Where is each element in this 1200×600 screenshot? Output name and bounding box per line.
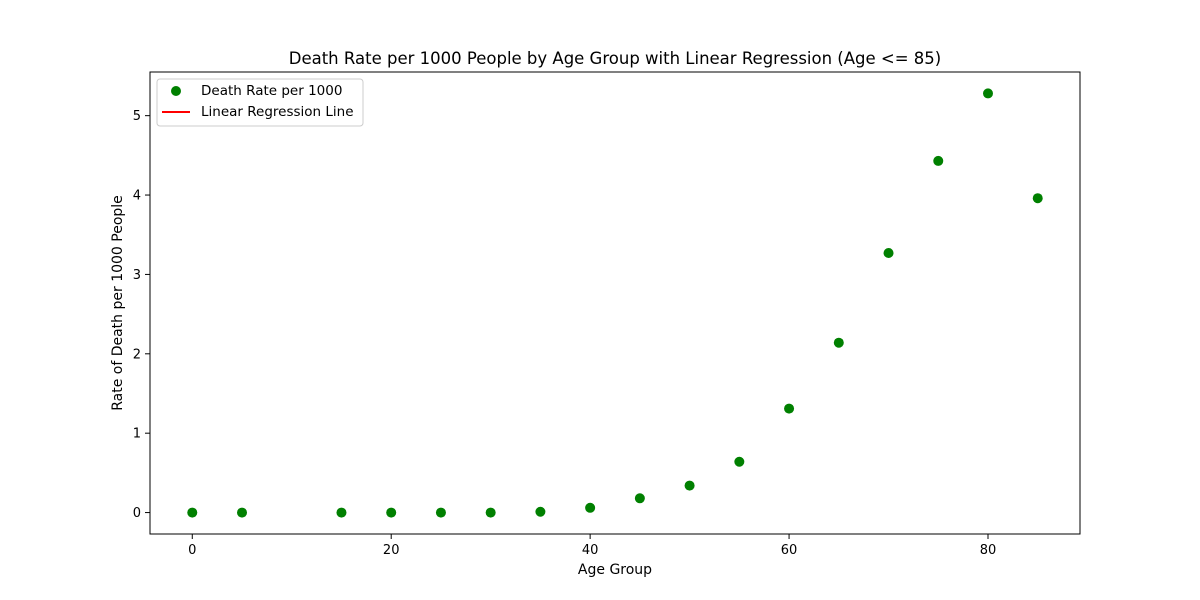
data-point xyxy=(933,155,944,166)
y-tick-label: 5 xyxy=(133,109,141,124)
x-tick-label: 40 xyxy=(582,543,599,558)
data-point xyxy=(435,507,446,518)
x-tick-label: 60 xyxy=(781,543,798,558)
data-point xyxy=(784,403,795,414)
x-axis: 0 20 40 60 80 xyxy=(188,534,996,558)
data-point xyxy=(187,507,198,518)
data-point xyxy=(684,480,695,491)
data-point xyxy=(634,493,645,504)
data-point xyxy=(883,247,894,258)
legend-marker-scatter xyxy=(171,86,181,96)
y-tick-label: 0 xyxy=(133,506,141,521)
x-tick-label: 20 xyxy=(383,543,400,558)
y-tick-label: 3 xyxy=(133,268,141,283)
legend: Death Rate per 1000 Linear Regression Li… xyxy=(156,78,364,127)
data-point xyxy=(485,507,496,518)
data-point xyxy=(833,337,844,348)
data-point xyxy=(237,507,248,518)
legend-box xyxy=(156,78,364,127)
data-point xyxy=(336,507,347,518)
data-point xyxy=(1032,193,1043,204)
chart-title: Death Rate per 1000 People by Age Group … xyxy=(289,49,941,68)
y-tick-label: 2 xyxy=(133,347,141,362)
x-tick-label: 0 xyxy=(188,543,196,558)
legend-label-line: Linear Regression Line xyxy=(201,104,354,120)
y-axis-label: Rate of Death per 1000 People xyxy=(110,195,126,411)
data-point xyxy=(535,506,546,517)
y-axis: 0 1 2 3 4 5 xyxy=(133,109,150,521)
data-point xyxy=(982,88,993,99)
x-tick-label: 80 xyxy=(980,543,997,558)
data-points xyxy=(187,88,1043,518)
data-point xyxy=(386,507,397,518)
y-tick-label: 1 xyxy=(133,427,141,442)
y-tick-label: 4 xyxy=(133,189,141,204)
data-point xyxy=(585,502,596,513)
data-point xyxy=(734,456,745,467)
legend-label-scatter: Death Rate per 1000 xyxy=(201,83,342,99)
plot-area xyxy=(149,71,1081,535)
x-axis-label: Age Group xyxy=(578,562,652,578)
